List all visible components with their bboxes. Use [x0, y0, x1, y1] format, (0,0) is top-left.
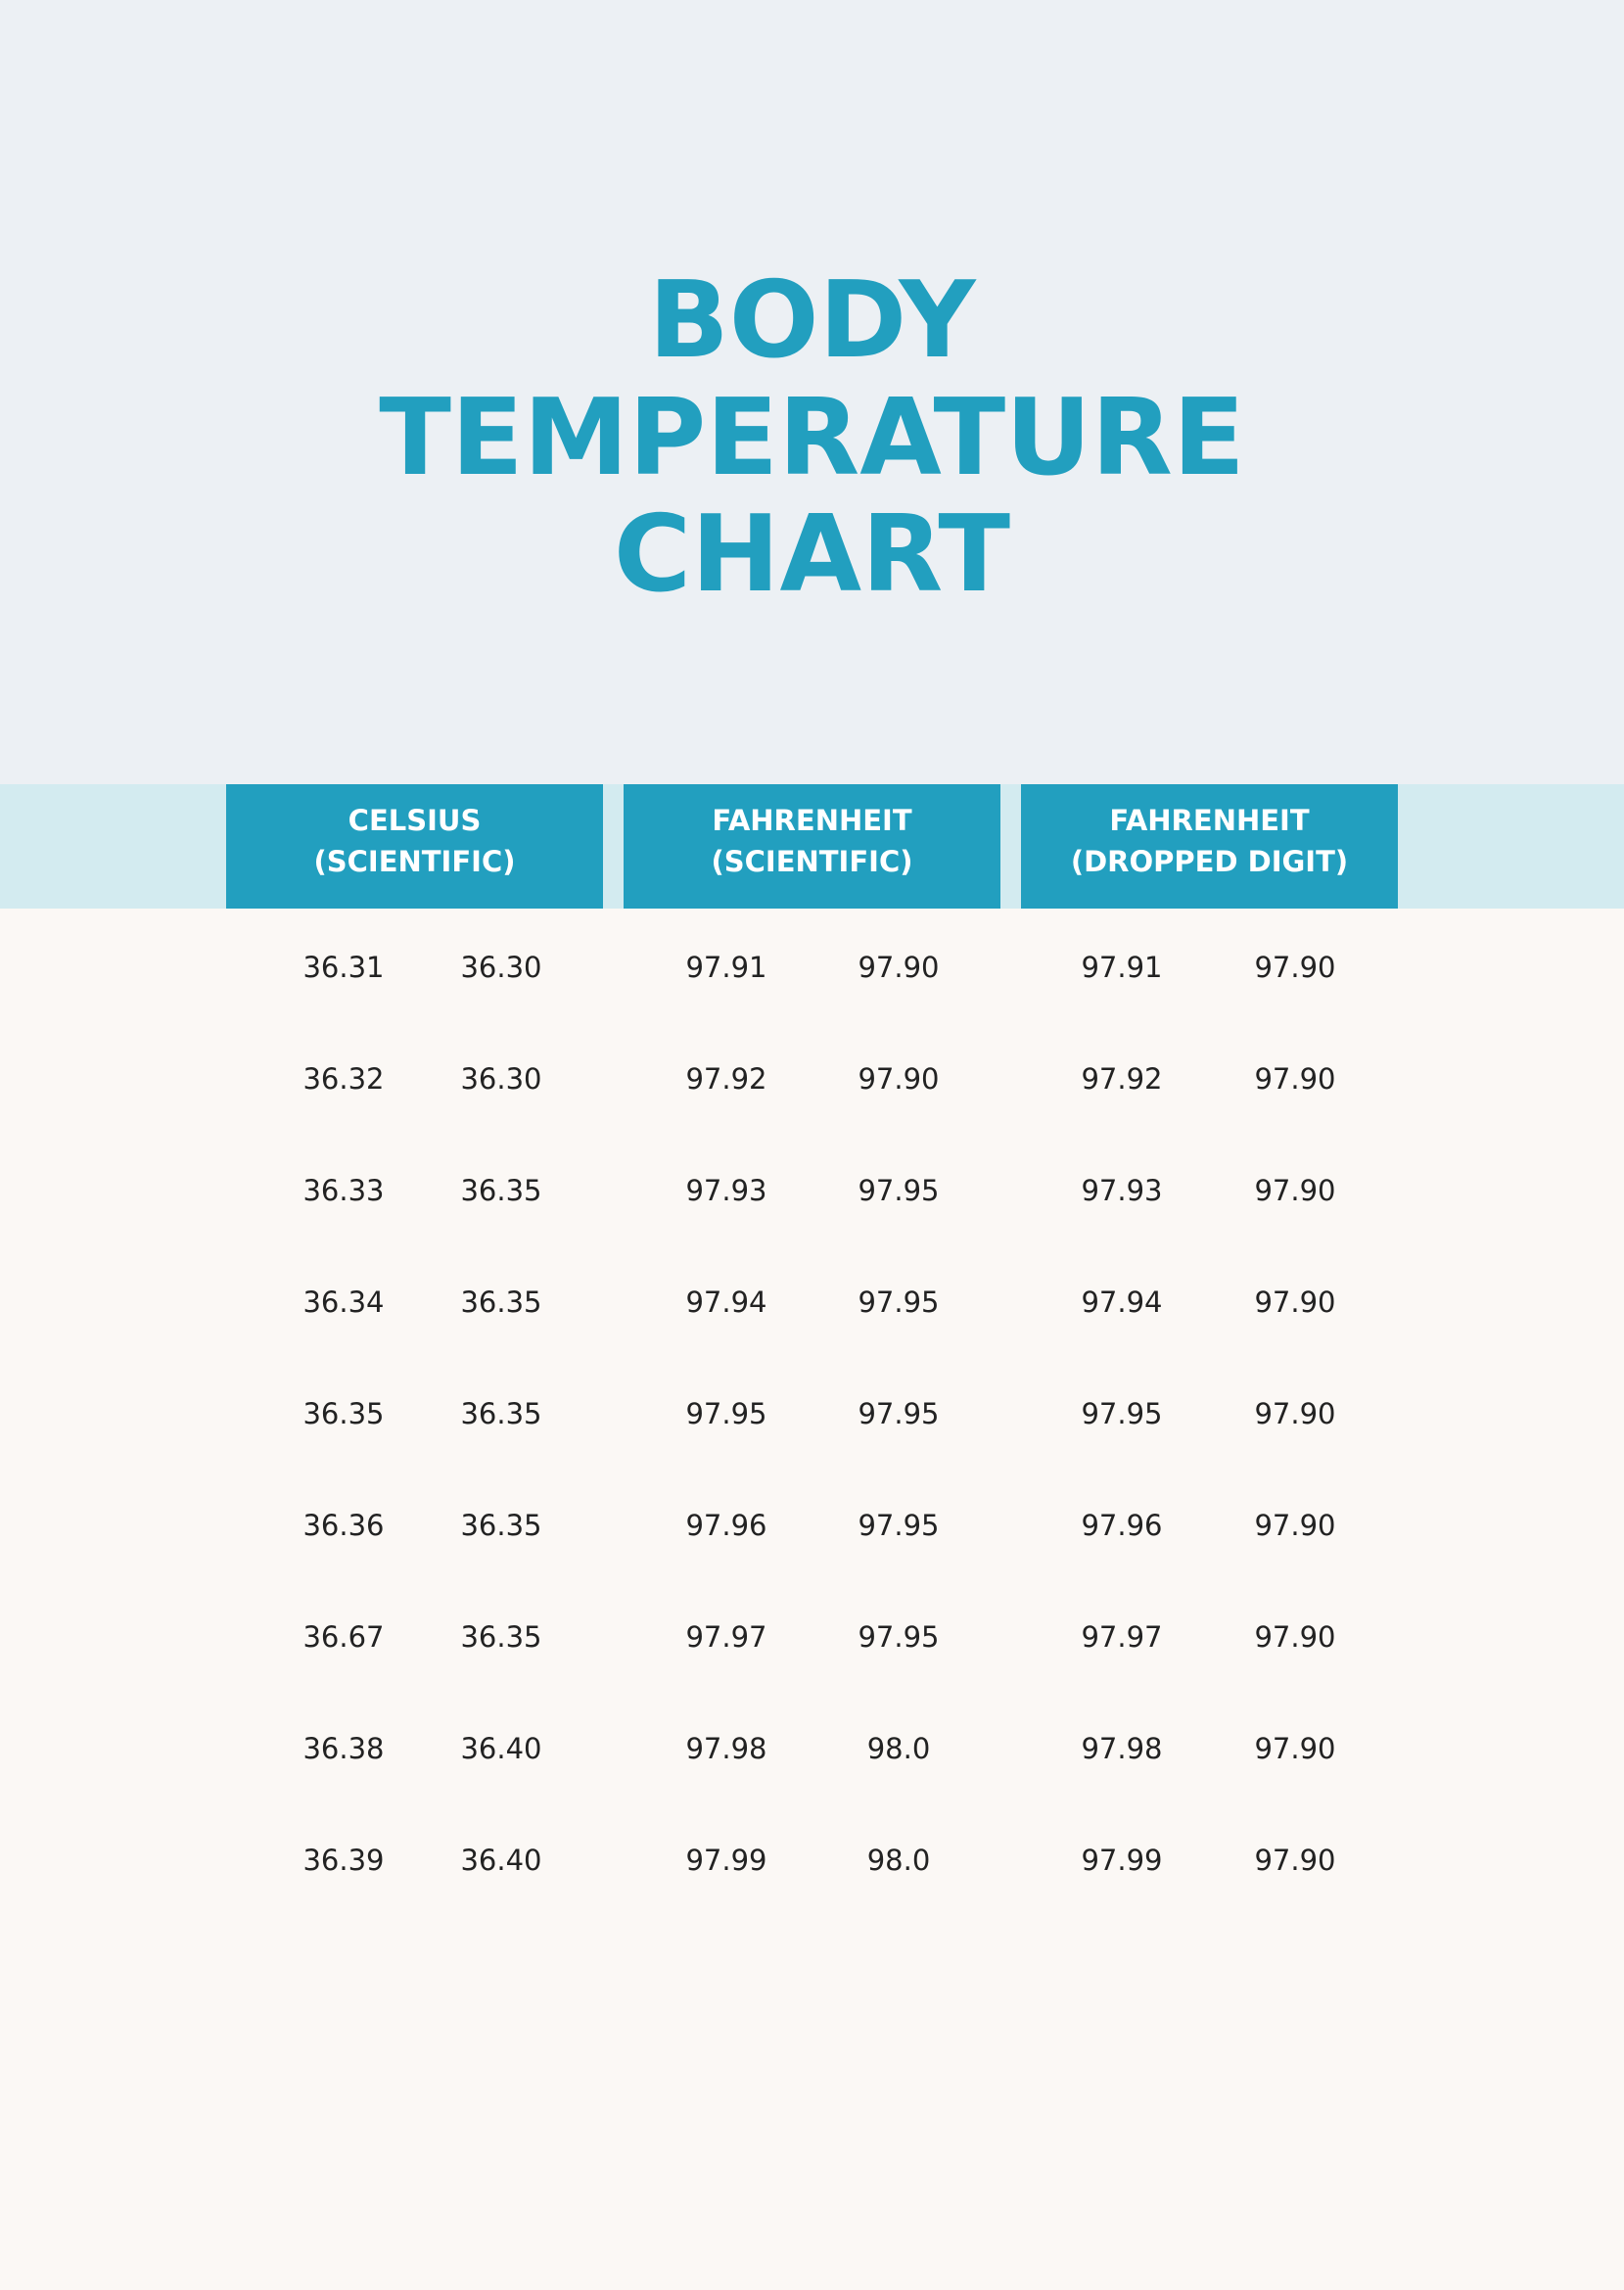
table-cell: 97.95 — [858, 1174, 940, 1207]
table-cell: 97.92 — [685, 1062, 767, 1096]
table-cell: 98.0 — [866, 1844, 931, 1877]
table-cell: 97.91 — [685, 951, 767, 984]
table-cell: 36.40 — [460, 1732, 542, 1765]
table-cell: 97.93 — [1081, 1174, 1163, 1207]
header-text: FAHRENHEIT — [712, 804, 912, 837]
table-cell: 36.35 — [460, 1285, 542, 1319]
table-cell: 97.90 — [1254, 951, 1336, 984]
title-line: TEMPERATURE — [379, 377, 1245, 499]
table-cell: 97.95 — [1081, 1397, 1163, 1430]
table-cell: 97.95 — [685, 1397, 767, 1430]
table-cell: 36.30 — [460, 1062, 542, 1096]
table-cell: 97.96 — [1081, 1509, 1163, 1542]
table-cell: 97.95 — [858, 1620, 940, 1654]
table-cell: 97.94 — [685, 1285, 767, 1319]
table-cell: 97.95 — [858, 1509, 940, 1542]
table-cell: 36.31 — [302, 951, 385, 984]
table-cell: 36.36 — [302, 1509, 385, 1542]
table-cell: 97.90 — [858, 1062, 940, 1096]
table-cell: 36.35 — [460, 1620, 542, 1654]
table-cell: 97.90 — [1254, 1732, 1336, 1765]
table-cell: 97.98 — [1081, 1732, 1163, 1765]
header-cell — [624, 784, 1000, 909]
table-cell: 36.32 — [302, 1062, 385, 1096]
table-cell: 36.35 — [460, 1509, 542, 1542]
table-cell: 97.94 — [1081, 1285, 1163, 1319]
table-cell: 97.92 — [1081, 1062, 1163, 1096]
table-cell: 36.30 — [460, 951, 542, 984]
table-cell: 97.90 — [1254, 1285, 1336, 1319]
table-cell: 97.97 — [685, 1620, 767, 1654]
table-cell: 97.91 — [1081, 951, 1163, 984]
table-cell: 97.90 — [1254, 1509, 1336, 1542]
header-text: (SCIENTIFIC) — [711, 845, 913, 878]
table-cell: 36.35 — [460, 1174, 542, 1207]
table-cell: 97.97 — [1081, 1620, 1163, 1654]
table-cell: 97.90 — [858, 951, 940, 984]
table-cell: 36.33 — [302, 1174, 385, 1207]
table-cell: 97.95 — [858, 1397, 940, 1430]
table-cell: 97.90 — [1254, 1174, 1336, 1207]
table-cell: 36.34 — [302, 1285, 385, 1319]
table-cell: 97.90 — [1254, 1397, 1336, 1430]
header-cell — [1021, 784, 1398, 909]
header-background — [0, 0, 1624, 784]
header-text: CELSIUS — [348, 804, 482, 837]
table-cell: 36.67 — [302, 1620, 385, 1654]
table-cell: 97.99 — [685, 1844, 767, 1877]
header-text: (SCIENTIFIC) — [313, 845, 516, 878]
header-cell — [226, 784, 603, 909]
table-cell: 97.90 — [1254, 1844, 1336, 1877]
table-cell: 97.90 — [1254, 1620, 1336, 1654]
table-cell: 36.40 — [460, 1844, 542, 1877]
header-text: FAHRENHEIT — [1109, 804, 1310, 837]
table-cell: 36.38 — [302, 1732, 385, 1765]
table-cell: 36.35 — [460, 1397, 542, 1430]
title-line: BODY — [648, 259, 976, 382]
table-cell: 97.99 — [1081, 1844, 1163, 1877]
header-text: (DROPPED DIGIT) — [1070, 845, 1349, 878]
title-line: CHART — [613, 493, 1011, 616]
table-cell: 36.39 — [302, 1844, 385, 1877]
table-cell: 97.95 — [858, 1285, 940, 1319]
table-cell: 97.93 — [685, 1174, 767, 1207]
table-cell: 97.90 — [1254, 1062, 1336, 1096]
table-cell: 98.0 — [866, 1732, 931, 1765]
table-cell: 36.35 — [302, 1397, 385, 1430]
table-cell: 97.96 — [685, 1509, 767, 1542]
table-cell: 97.98 — [685, 1732, 767, 1765]
